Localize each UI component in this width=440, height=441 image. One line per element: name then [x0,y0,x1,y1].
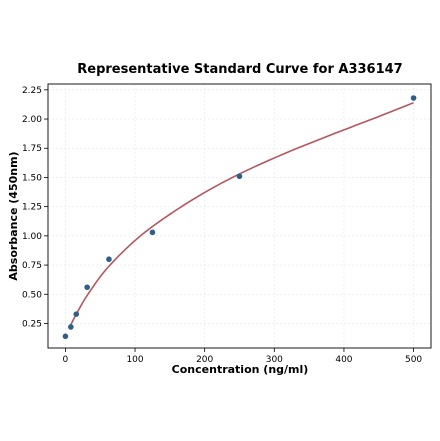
y-axis-ticks: 0.25 0.50 0.75 1.00 1.25 1.50 1.75 2.00 2.25 [22,86,48,329]
y-tick-label: 1.25 [22,203,42,213]
fit-curve-line [69,101,414,327]
data-point [149,229,156,236]
x-tick-label: 500 [405,355,422,365]
y-tick-label: 0.25 [22,319,42,329]
y-tick-label: 1.50 [22,173,42,183]
data-point [106,256,112,263]
data-point [68,324,74,330]
chart-title: Representative Standard Curve for A33614… [77,62,402,77]
x-tick-label: 200 [196,355,213,365]
data-point [73,311,80,317]
y-axis-label: Absorbance (450nm) [7,151,20,280]
x-tick-label: 400 [335,355,352,365]
x-tick-label: 300 [266,355,283,365]
y-tick-label: 0.75 [22,261,42,271]
x-axis-label: Concentration (ng/ml) [172,363,309,376]
x-axis-ticks: 0 100 200 300 400 500 [63,348,422,365]
y-tick-label: 1.75 [22,144,42,154]
data-point [410,95,417,101]
data-point [236,173,243,180]
grid-lines [48,84,431,348]
y-tick-label: 1.00 [22,232,42,242]
data-point [62,333,69,340]
y-tick-label: 0.50 [22,290,42,300]
plot-frame [47,83,432,349]
data-points-layer [62,95,417,340]
x-tick-label: 100 [126,355,143,365]
y-tick-label: 2.00 [22,115,42,125]
fit-curve-layer [69,101,414,327]
x-tick-label: 0 [63,355,69,365]
y-tick-label: 2.25 [22,86,42,96]
data-point [84,284,90,291]
